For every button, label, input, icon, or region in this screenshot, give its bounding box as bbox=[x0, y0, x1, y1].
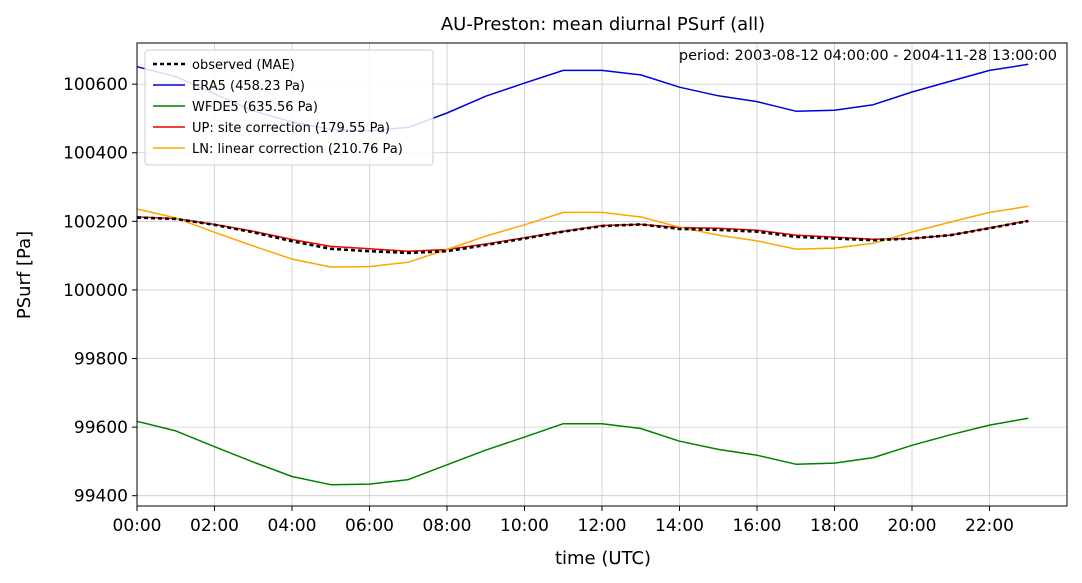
x-tick-label: 02:00 bbox=[190, 516, 239, 536]
y-axis: 99400 99600 99800 100000 100200 100400 100600 bbox=[63, 75, 137, 507]
x-tick-label: 12:00 bbox=[578, 516, 627, 536]
legend-entry: observed (MAE) bbox=[192, 58, 295, 73]
x-tick-label: 14:00 bbox=[655, 516, 704, 536]
y-tick-label: 100000 bbox=[63, 281, 128, 301]
x-tick-label: 22:00 bbox=[965, 516, 1014, 536]
x-tick-label: 20:00 bbox=[888, 516, 937, 536]
legend-entry: LN: linear correction (210.76 Pa) bbox=[192, 142, 403, 157]
x-tick-label: 04:00 bbox=[268, 516, 317, 536]
y-tick-label: 99800 bbox=[74, 350, 128, 370]
x-axis-label: time (UTC) bbox=[555, 548, 651, 569]
legend-entry: UP: site correction (179.55 Pa) bbox=[192, 121, 390, 136]
x-axis: 00:00 02:00 04:00 06:00 08:00 10:00 12:00 14:00… bbox=[113, 506, 1014, 536]
x-tick-label: 18:00 bbox=[810, 516, 859, 536]
y-tick-label: 100600 bbox=[63, 75, 128, 95]
y-axis-label: PSurf [Pa] bbox=[14, 231, 35, 319]
legend: observed (MAE) ERA5 (458.23 Pa) WFDE5 (635… bbox=[144, 49, 434, 166]
series-layer bbox=[136, 63, 1029, 486]
y-tick-label: 100400 bbox=[63, 144, 128, 164]
x-tick-label: 10:00 bbox=[500, 516, 549, 536]
legend-entry: ERA5 (458.23 Pa) bbox=[192, 79, 305, 94]
series-line-0 bbox=[136, 216, 1029, 255]
x-tick-label: 08:00 bbox=[423, 516, 472, 536]
legend-box bbox=[144, 49, 434, 166]
y-tick-label: 100200 bbox=[63, 212, 128, 232]
x-tick-label: 16:00 bbox=[733, 516, 782, 536]
y-tick-label: 99600 bbox=[74, 418, 128, 438]
series-line-2 bbox=[136, 417, 1029, 486]
x-tick-label: 00:00 bbox=[113, 516, 162, 536]
y-tick-label: 99400 bbox=[74, 487, 128, 507]
x-tick-label: 06:00 bbox=[345, 516, 394, 536]
chart-title: AU-Preston: mean diurnal PSurf (all) bbox=[441, 14, 765, 35]
period-annotation: period: 2003-08-12 04:00:00 - 2004-11-28… bbox=[679, 48, 1057, 64]
series-line-4 bbox=[136, 205, 1029, 268]
legend-entry: WFDE5 (635.56 Pa) bbox=[192, 100, 318, 115]
